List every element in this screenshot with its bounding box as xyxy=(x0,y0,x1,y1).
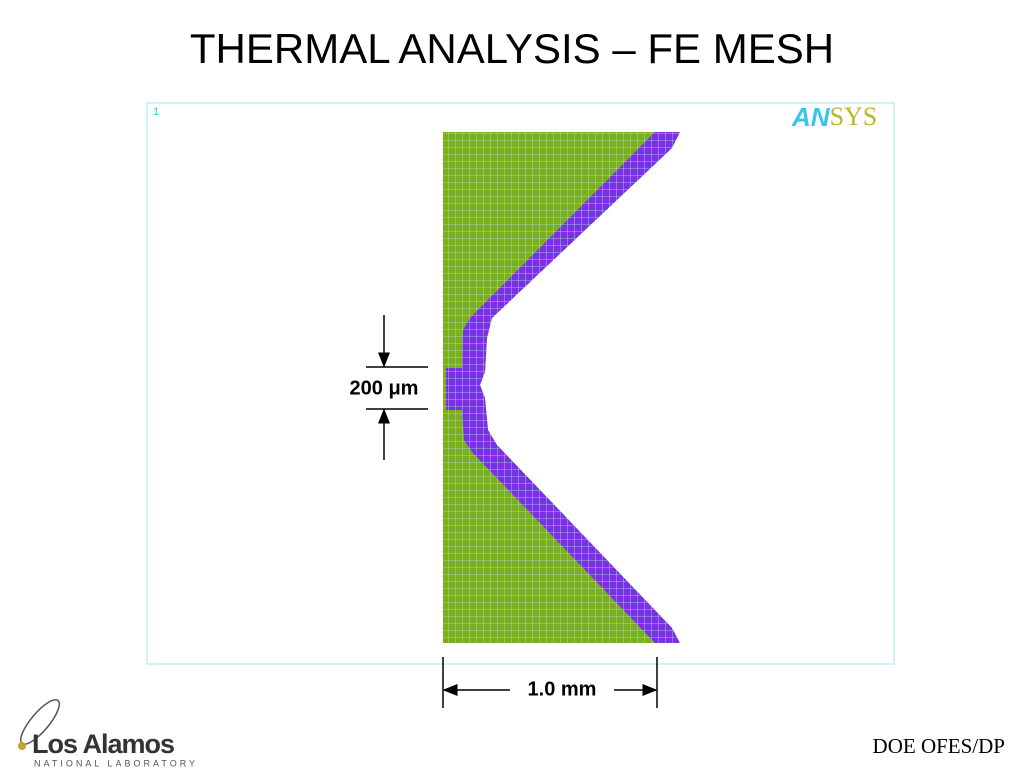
lab-name: Los Alamos xyxy=(32,729,174,759)
gap-label: 200 μm xyxy=(350,377,419,399)
window-number: 1 xyxy=(153,106,159,118)
lab-subtitle: NATIONAL LABORATORY xyxy=(34,758,198,768)
gap-dimension xyxy=(366,315,428,460)
ansys-logo: ANSYS xyxy=(791,102,877,132)
logo-right: SYS xyxy=(830,102,878,131)
logo-left: AN xyxy=(791,102,831,132)
lanl-logo: Los Alamos NATIONAL LABORATORY xyxy=(18,699,198,768)
width-dimension xyxy=(442,657,658,708)
slide-title: THERMAL ANALYSIS – FE MESH xyxy=(190,25,834,72)
width-label: 1.0 mm xyxy=(528,678,597,700)
sponsor: DOE OFES/DP xyxy=(873,734,1005,758)
